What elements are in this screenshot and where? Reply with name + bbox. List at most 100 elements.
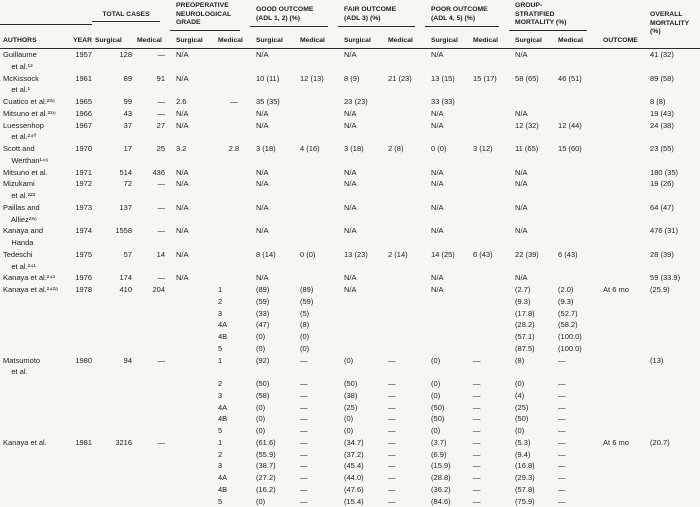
table-cell: [0, 413, 62, 425]
table-cell: [218, 366, 250, 378]
table-cell: [92, 472, 133, 484]
table-cell: [62, 190, 92, 202]
table-cell: —: [467, 390, 509, 402]
table-cell: 1961: [62, 73, 92, 85]
table-cell: [0, 402, 62, 414]
table-cell: [552, 167, 597, 179]
table-cell: [294, 120, 338, 132]
table-cell: [644, 155, 700, 167]
table-cell: [92, 131, 133, 143]
group-header-poor-outcome: POOR OUTCOME (ADL 4, 5) (%): [425, 2, 509, 31]
table-cell: (3.7): [425, 437, 467, 449]
group-header-preoperative-grade: PREOPERATIVE NEUROLOGICAL GRADE: [170, 2, 250, 31]
table-cell: [133, 190, 170, 202]
table-cell: [294, 131, 338, 143]
table-cell: (50): [509, 413, 552, 425]
table-cell: 43: [92, 108, 133, 120]
table-row: Alliez²³⁶: [0, 214, 700, 226]
table-cell: (0): [338, 413, 382, 425]
table-cell: [218, 261, 250, 273]
table-cell: [597, 496, 644, 507]
table-cell: 13 (23): [338, 249, 382, 261]
table-cell: —: [552, 402, 597, 414]
table-cell: Mitsuno et al.²³⁹: [0, 108, 62, 120]
table-cell: [382, 331, 425, 343]
table-cell: [382, 61, 425, 73]
table-cell: [597, 319, 644, 331]
table-cell: (29.3): [509, 472, 552, 484]
table-cell: [92, 425, 133, 437]
table-cell: [467, 214, 509, 226]
table-cell: [467, 96, 509, 108]
table-cell: 27: [133, 120, 170, 132]
table-cell: N/A: [338, 225, 382, 237]
table-cell: (0): [250, 425, 294, 437]
table-cell: (28.8): [425, 472, 467, 484]
table-cell: [133, 343, 170, 355]
table-cell: —: [294, 425, 338, 437]
table-cell: 1: [170, 284, 218, 296]
table-cell: —: [294, 484, 338, 496]
table-cell: [338, 308, 382, 320]
table-cell: 12 (13): [294, 73, 338, 85]
table-cell: N/A: [170, 120, 218, 132]
table-cell: [0, 378, 62, 390]
table-cell: [338, 61, 382, 73]
table-cell: [294, 61, 338, 73]
table-cell: 13 (15): [425, 73, 467, 85]
table-cell: —: [467, 402, 509, 414]
table-cell: [467, 343, 509, 355]
table-cell: [170, 214, 218, 226]
table-cell: —: [133, 225, 170, 237]
table-cell: —: [294, 496, 338, 507]
group-title-fair-outcome: FAIR OUTCOME (ADL 3) (%): [338, 6, 415, 26]
table-cell: (5.3): [509, 437, 552, 449]
table-cell: [218, 202, 250, 214]
table-cell: N/A: [170, 73, 218, 85]
table-cell: [62, 131, 92, 143]
table-cell: —: [294, 413, 338, 425]
table-row: 3(33)(5)(17.8)(52.7): [0, 308, 700, 320]
table-cell: [92, 190, 133, 202]
table-cell: [92, 308, 133, 320]
table-cell: —: [382, 472, 425, 484]
table-cell: (0): [250, 402, 294, 414]
table-cell: [338, 84, 382, 96]
table-cell: [62, 449, 92, 461]
table-row: 4A(47)(8)(28.2)(58.2): [0, 319, 700, 331]
table-cell: [133, 308, 170, 320]
table-cell: 1976: [62, 272, 92, 284]
table-row: 5(0)—(15.4)—(84.6)—(75.9)—: [0, 496, 700, 507]
table-cell: —: [294, 472, 338, 484]
table-cell: [338, 237, 382, 249]
table-cell: [552, 108, 597, 120]
table-cell: [0, 425, 62, 437]
table-cell: —: [382, 496, 425, 507]
table-cell: [218, 378, 250, 390]
table-cell: [218, 390, 250, 402]
table-cell: Kanaya et al.²⁴²: [0, 272, 62, 284]
table-cell: [218, 190, 250, 202]
table-cell: —: [294, 437, 338, 449]
table-cell: [425, 214, 467, 226]
table-cell: [509, 61, 552, 73]
table-cell: [0, 496, 62, 507]
table-cell: 58 (65): [509, 73, 552, 85]
table-cell: —: [382, 378, 425, 390]
table-cell: (13): [644, 355, 700, 367]
table-cell: (0): [425, 425, 467, 437]
table-cell: [133, 496, 170, 507]
table-cell: [133, 472, 170, 484]
table-cell: [133, 402, 170, 414]
table-cell: [133, 413, 170, 425]
table-cell: [597, 84, 644, 96]
table-cell: [644, 84, 700, 96]
table-cell: (9.4): [509, 449, 552, 461]
table-cell: 22 (39): [509, 249, 552, 261]
col-header-poor-medical: Medical: [467, 31, 509, 49]
table-cell: [170, 237, 218, 249]
table-cell: [552, 237, 597, 249]
table-cell: [250, 237, 294, 249]
